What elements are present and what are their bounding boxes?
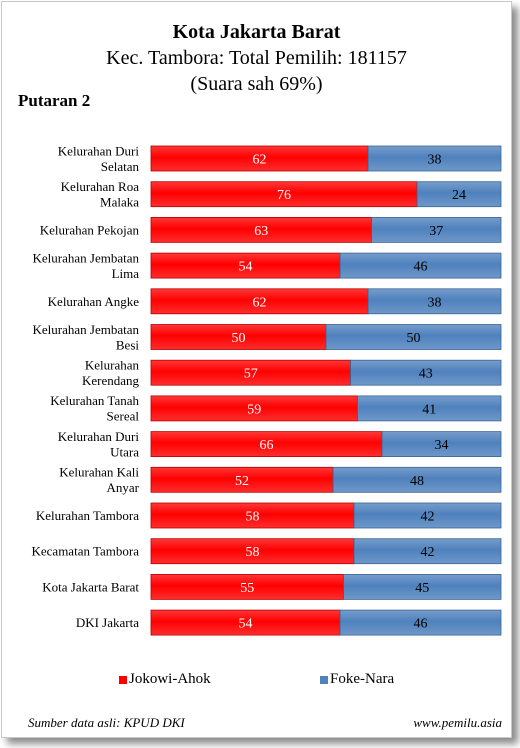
- chart-title: Kota Jakarta Barat: [172, 21, 341, 43]
- value-label-foke-nara: 37: [429, 224, 443, 239]
- legend-label-foke: Foke-Nara: [330, 671, 395, 687]
- value-label-foke-nara: 45: [415, 581, 429, 596]
- bar-jokowi-ahok: [150, 216, 372, 243]
- bar-foke-nara: [343, 574, 502, 600]
- legend-label-jokowi: Jokowi-Ahok: [129, 671, 211, 687]
- bar-foke-nara: [367, 288, 502, 315]
- category-label: Kelurahan Duri Utara: [58, 429, 140, 460]
- value-label-foke-nara: 43: [419, 367, 433, 382]
- bar-jokowi-ahok: [150, 181, 418, 208]
- bar-jokowi-ahok: [150, 538, 355, 565]
- source-note: Sumber data asli: KPUD DKI: [28, 715, 185, 730]
- value-label-jokowi-ahok: 58: [246, 510, 260, 525]
- value-label-jokowi-ahok: 50: [232, 331, 246, 346]
- category-label: DKI Jakarta: [76, 615, 139, 630]
- bar-jokowi-ahok: [150, 502, 355, 529]
- category-label: Kelurahan Roa Malaka: [61, 179, 140, 210]
- bar-chart: Kelurahan Duri Selatan 62 38 Kelurahan Roa Ma…: [32, 143, 502, 636]
- value-label-foke-nara: 50: [407, 331, 421, 346]
- round-label: Putaran 2: [18, 91, 91, 110]
- category-label: Kota Jakarta Barat: [42, 579, 139, 594]
- category-label: Kelurahan Tanah Sereal: [50, 393, 139, 424]
- category-label: Kelurahan Kali Anyar: [59, 465, 139, 496]
- value-label-jokowi-ahok: 57: [244, 367, 258, 382]
- value-label-foke-nara: 42: [421, 510, 435, 525]
- category-label: Kelurahan Angke: [48, 294, 140, 309]
- category-label: Kelurahan Duri Selatan: [58, 143, 140, 174]
- bar-foke-nara: [332, 466, 502, 493]
- category-label: Kelurahan Pekojan: [40, 222, 140, 237]
- value-label-jokowi-ahok: 55: [240, 581, 254, 596]
- bar-foke-nara: [357, 395, 502, 422]
- category-label: Kelurahan Jembatan Besi: [33, 322, 140, 353]
- value-label-jokowi-ahok: 52: [235, 474, 249, 489]
- value-label-jokowi-ahok: 66: [260, 438, 274, 453]
- value-label-jokowi-ahok: 62: [253, 153, 267, 168]
- bar-foke-nara: [353, 538, 502, 565]
- value-label-jokowi-ahok: 54: [239, 260, 253, 275]
- bar-jokowi-ahok: [150, 574, 344, 600]
- value-label-foke-nara: 34: [435, 438, 449, 453]
- category-label: Kelurahan Tambora: [36, 508, 139, 523]
- chart-frame: Kota Jakarta Barat Kec. Tambora: Total P…: [1, 1, 512, 738]
- value-label-jokowi-ahok: 58: [246, 545, 260, 560]
- category-label: Kelurahan Kerendang: [82, 357, 140, 388]
- legend-swatch-foke: [320, 675, 328, 684]
- value-label-jokowi-ahok: 54: [239, 617, 253, 632]
- bar-jokowi-ahok: [150, 359, 351, 386]
- bar-foke-nara: [367, 145, 502, 172]
- value-label-foke-nara: 41: [422, 402, 436, 417]
- chart-subtitle: Kec. Tambora: Total Pemilih: 181157: [106, 47, 407, 69]
- bar-foke-nara: [381, 431, 502, 458]
- bar-jokowi-ahok: [150, 324, 327, 350]
- value-label-jokowi-ahok: 76: [277, 188, 291, 203]
- value-label-foke-nara: 38: [428, 153, 442, 168]
- legend-swatch-jokowi: [119, 675, 127, 684]
- value-label-foke-nara: 46: [414, 260, 428, 275]
- legend-item-jokowi: Jokowi-Ahok: [119, 671, 211, 688]
- value-label-foke-nara: 24: [452, 188, 466, 203]
- bar-jokowi-ahok: [150, 395, 358, 422]
- bar-jokowi-ahok: [150, 609, 341, 636]
- bar-jokowi-ahok: [150, 252, 341, 279]
- bar-foke-nara: [416, 181, 502, 208]
- bar-foke-nara: [353, 502, 502, 529]
- value-label-foke-nara: 42: [421, 545, 435, 560]
- category-label: Kelurahan Jembatan Lima: [33, 250, 140, 281]
- value-label-foke-nara: 38: [428, 295, 442, 310]
- legend-item-foke: Foke-Nara: [320, 671, 394, 688]
- value-label-jokowi-ahok: 59: [247, 402, 261, 417]
- bar-jokowi-ahok: [150, 466, 334, 493]
- value-label-foke-nara: 48: [410, 474, 424, 489]
- chart-subtitle-valid-votes: (Suara sah 69%): [190, 73, 323, 95]
- bar-foke-nara: [339, 609, 502, 636]
- value-label-jokowi-ahok: 62: [253, 295, 267, 310]
- bar-foke-nara: [350, 359, 502, 386]
- bar-jokowi-ahok: [150, 431, 383, 458]
- bar-foke-nara: [339, 252, 502, 279]
- value-label-jokowi-ahok: 63: [254, 224, 268, 239]
- website-label: www.pemilu.asia: [413, 715, 502, 730]
- value-label-foke-nara: 46: [414, 617, 428, 632]
- bar-foke-nara: [371, 216, 502, 243]
- category-label: Kecamatan Tambora: [32, 544, 140, 559]
- bar-foke-nara: [325, 324, 502, 350]
